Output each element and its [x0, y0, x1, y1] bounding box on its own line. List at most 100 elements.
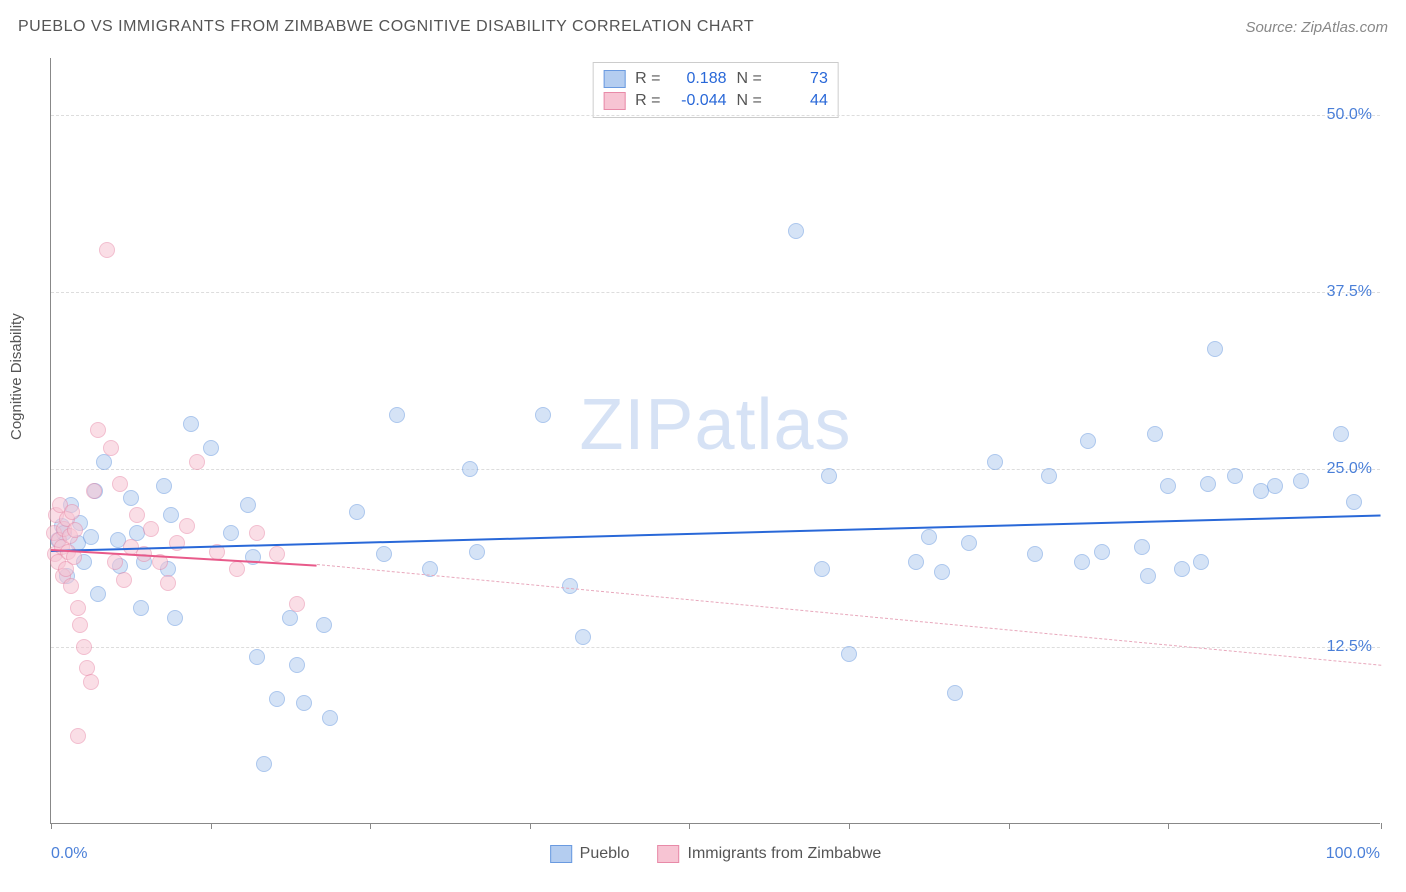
y-tick-label: 25.0%: [1327, 460, 1372, 478]
data-point: [133, 600, 149, 616]
legend-item-zimbabwe: Immigrants from Zimbabwe: [658, 845, 882, 863]
x-tick: [1009, 823, 1010, 829]
data-point: [1333, 426, 1349, 442]
series-legend: Pueblo Immigrants from Zimbabwe: [550, 845, 882, 863]
swatch-zimbabwe: [658, 845, 680, 863]
data-point: [1134, 539, 1150, 555]
data-point: [282, 610, 298, 626]
gridline: [51, 292, 1380, 293]
data-point: [961, 535, 977, 551]
data-point: [249, 525, 265, 541]
data-point: [562, 578, 578, 594]
data-point: [189, 454, 205, 470]
data-point: [116, 572, 132, 588]
x-tick: [849, 823, 850, 829]
data-point: [908, 554, 924, 570]
data-point: [64, 504, 80, 520]
data-point: [256, 756, 272, 772]
legend-label: Pueblo: [580, 845, 630, 863]
data-point: [349, 504, 365, 520]
data-point: [90, 422, 106, 438]
r-value-zimbabwe: -0.044: [671, 92, 727, 110]
data-point: [841, 646, 857, 662]
data-point: [1227, 468, 1243, 484]
data-point: [821, 468, 837, 484]
x-tick: [1168, 823, 1169, 829]
swatch-pueblo: [603, 70, 625, 88]
data-point: [1174, 561, 1190, 577]
data-point: [70, 600, 86, 616]
r-value-pueblo: 0.188: [671, 70, 727, 88]
stats-row-zimbabwe: R = -0.044 N = 44: [603, 90, 828, 112]
data-point: [1041, 468, 1057, 484]
data-point: [160, 575, 176, 591]
data-point: [389, 407, 405, 423]
data-point: [63, 578, 79, 594]
data-point: [86, 483, 102, 499]
watermark: ZIPatlas: [579, 384, 851, 466]
data-point: [1200, 476, 1216, 492]
x-tick: [51, 823, 52, 829]
data-point: [1267, 478, 1283, 494]
data-point: [1147, 426, 1163, 442]
x-tick: [530, 823, 531, 829]
x-tick: [689, 823, 690, 829]
data-point: [814, 561, 830, 577]
data-point: [103, 440, 119, 456]
data-point: [163, 507, 179, 523]
data-point: [322, 710, 338, 726]
data-point: [1080, 433, 1096, 449]
stats-row-pueblo: R = 0.188 N = 73: [603, 68, 828, 90]
n-value-pueblo: 73: [772, 70, 828, 88]
n-value-zimbabwe: 44: [772, 92, 828, 110]
data-point: [289, 596, 305, 612]
data-point: [1293, 473, 1309, 489]
data-point: [129, 507, 145, 523]
data-point: [269, 546, 285, 562]
data-point: [1027, 546, 1043, 562]
data-point: [289, 657, 305, 673]
data-point: [76, 639, 92, 655]
chart-title: PUEBLO VS IMMIGRANTS FROM ZIMBABWE COGNI…: [18, 18, 754, 36]
x-tick: [370, 823, 371, 829]
data-point: [1346, 494, 1362, 510]
data-point: [469, 544, 485, 560]
data-point: [535, 407, 551, 423]
data-point: [123, 490, 139, 506]
data-point: [947, 685, 963, 701]
data-point: [1207, 341, 1223, 357]
data-point: [83, 674, 99, 690]
data-point: [96, 454, 112, 470]
data-point: [229, 561, 245, 577]
data-point: [83, 529, 99, 545]
swatch-zimbabwe: [603, 92, 625, 110]
data-point: [296, 695, 312, 711]
y-tick-label: 12.5%: [1327, 638, 1372, 656]
data-point: [934, 564, 950, 580]
scatter-chart: ZIPatlas R = 0.188 N = 73 R = -0.044 N =…: [50, 58, 1380, 824]
data-point: [223, 525, 239, 541]
data-point: [112, 476, 128, 492]
data-point: [203, 440, 219, 456]
data-point: [67, 522, 83, 538]
data-point: [921, 529, 937, 545]
data-point: [788, 223, 804, 239]
x-tick-label: 0.0%: [51, 845, 87, 863]
data-point: [1140, 568, 1156, 584]
swatch-pueblo: [550, 845, 572, 863]
x-tick: [211, 823, 212, 829]
data-point: [240, 497, 256, 513]
data-point: [1094, 544, 1110, 560]
data-point: [376, 546, 392, 562]
source-attribution: Source: ZipAtlas.com: [1245, 19, 1388, 36]
data-point: [72, 617, 88, 633]
data-point: [316, 617, 332, 633]
data-point: [575, 629, 591, 645]
data-point: [179, 518, 195, 534]
data-point: [1193, 554, 1209, 570]
data-point: [462, 461, 478, 477]
data-point: [183, 416, 199, 432]
data-point: [156, 478, 172, 494]
legend-label: Immigrants from Zimbabwe: [688, 845, 882, 863]
data-point: [269, 691, 285, 707]
